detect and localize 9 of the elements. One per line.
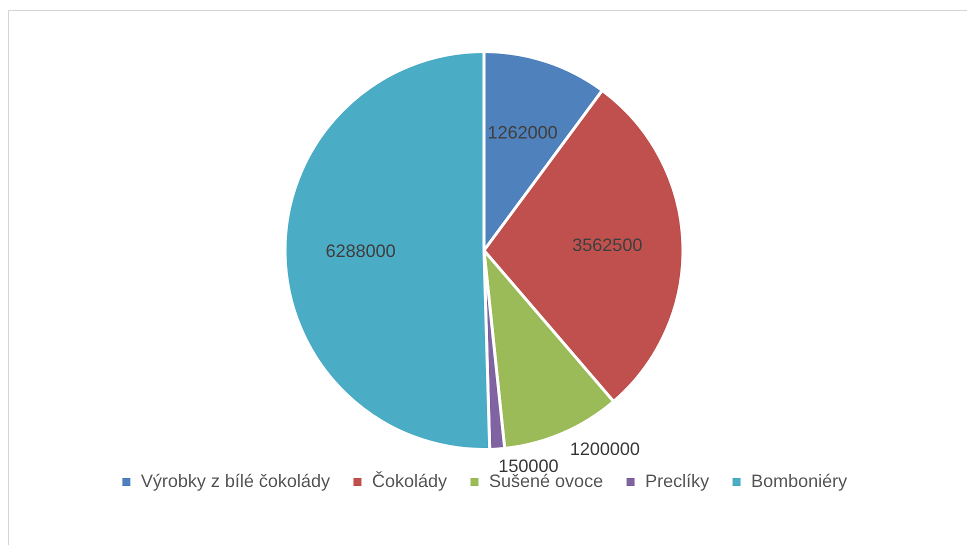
data-label: 6288000 <box>326 241 396 262</box>
legend-label: Bomboniéry <box>751 470 848 491</box>
legend-label: Čokolády <box>372 470 447 491</box>
data-label: 3562500 <box>572 234 642 255</box>
data-label: 1200000 <box>570 438 640 459</box>
legend-label: Sušené ovoce <box>488 470 604 491</box>
data-label: 1262000 <box>488 122 558 142</box>
legend-label: Preclíky <box>645 470 710 491</box>
legend-label: Výrobky z bílé čokolády <box>140 470 330 491</box>
